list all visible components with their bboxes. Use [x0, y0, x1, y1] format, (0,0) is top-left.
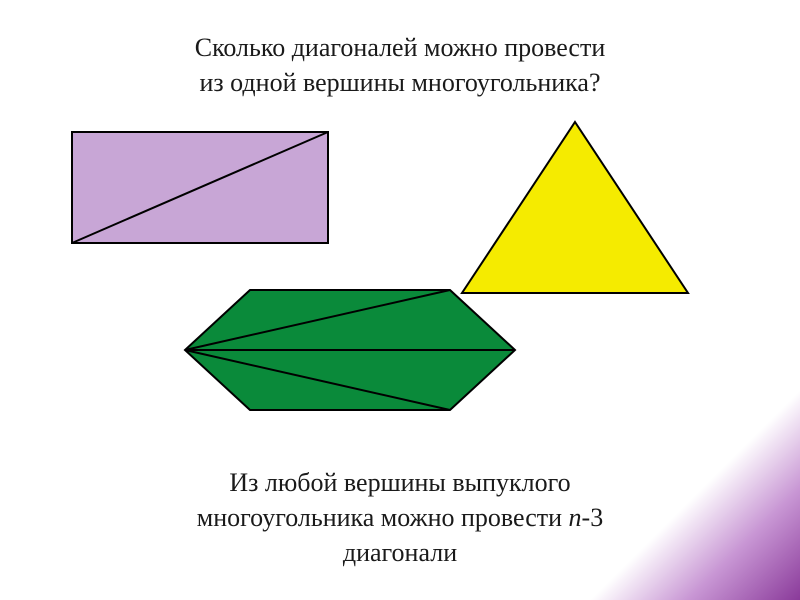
rectangle-shape — [70, 130, 330, 245]
triangle-body — [462, 122, 688, 293]
triangle-shape — [460, 120, 690, 300]
shapes-area — [40, 120, 760, 440]
answer-line-2-part-1: многоугольника можно провести — [197, 503, 569, 532]
answer-line-2-part-2: -3 — [582, 503, 604, 532]
answer-variable: n — [569, 503, 582, 532]
answer-text: Из любой вершины выпуклого многоугольник… — [0, 465, 800, 570]
slide-container: Сколько диагоналей можно провести из одн… — [0, 0, 800, 600]
hexagon-shape — [180, 285, 520, 415]
answer-line-1: Из любой вершины выпуклого — [229, 468, 570, 497]
question-text: Сколько диагоналей можно провести из одн… — [40, 30, 760, 100]
question-line-2: из одной вершины многоугольника? — [199, 68, 600, 97]
answer-line-3: диагонали — [343, 538, 457, 567]
question-line-1: Сколько диагоналей можно провести — [195, 33, 606, 62]
